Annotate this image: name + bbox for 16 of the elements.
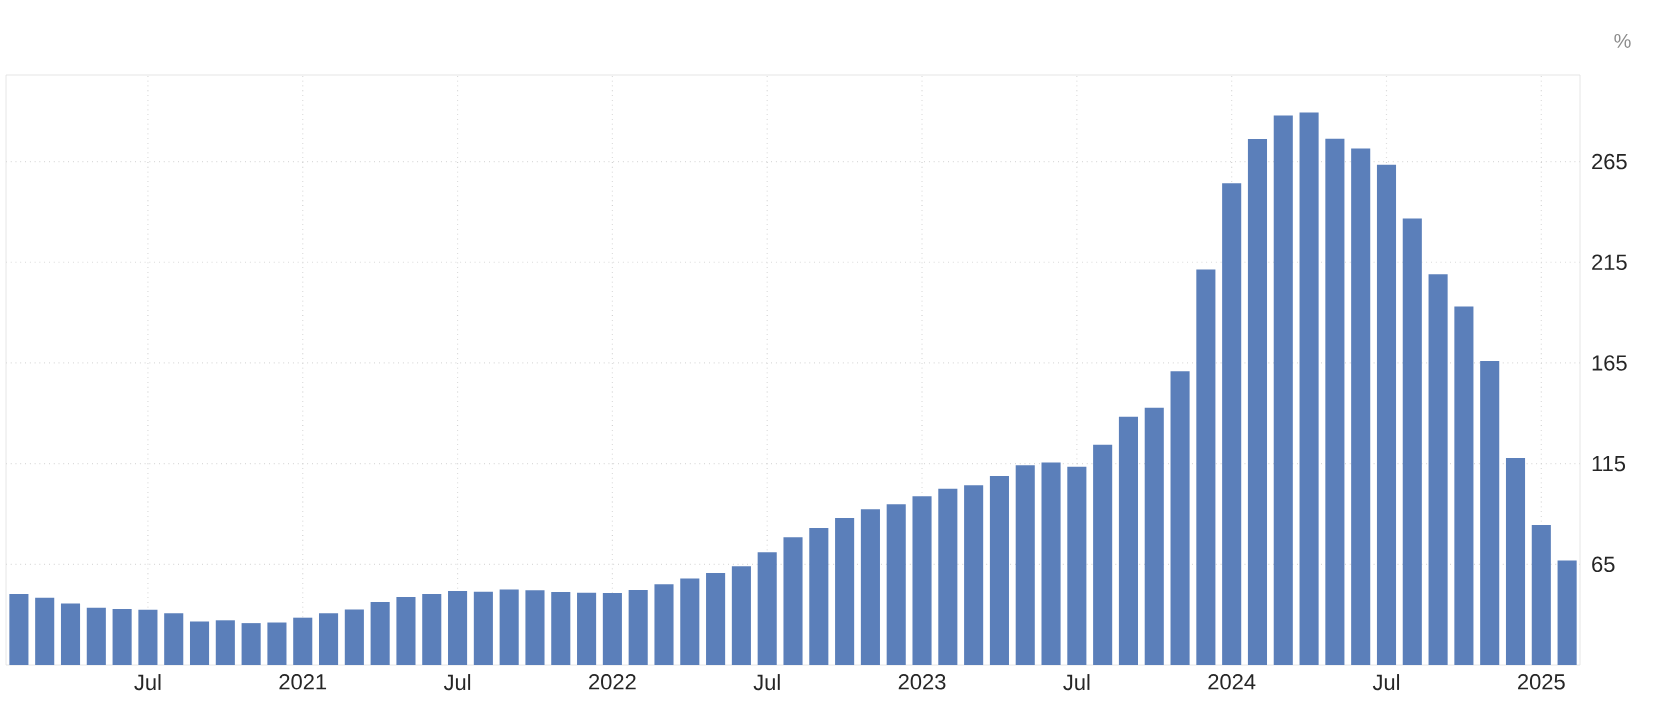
x-tick-label: 2025 [1518, 674, 1565, 690]
x-tick-label: 2023 [898, 674, 946, 690]
y-tick-label: 115 [1592, 456, 1626, 472]
y-tick-label: 65 [1592, 556, 1615, 573]
x-tick-label: Jul [753, 674, 780, 691]
x-tick-label: Jul [134, 674, 161, 691]
x-tick-label: Jul [1063, 674, 1090, 691]
y-tick-label: 265 [1592, 153, 1627, 170]
x-tick-label: 2021 [279, 674, 327, 690]
x-tick-label: Jul [1372, 674, 1400, 691]
x-tick-label: 2022 [589, 674, 636, 690]
y-axis-title: % [1614, 33, 1631, 48]
y-tick-label: 165 [1592, 355, 1627, 371]
y-tick-label: 215 [1592, 254, 1627, 271]
x-tick-label: Jul [443, 674, 471, 691]
x-tick-label: 2024 [1208, 674, 1256, 690]
